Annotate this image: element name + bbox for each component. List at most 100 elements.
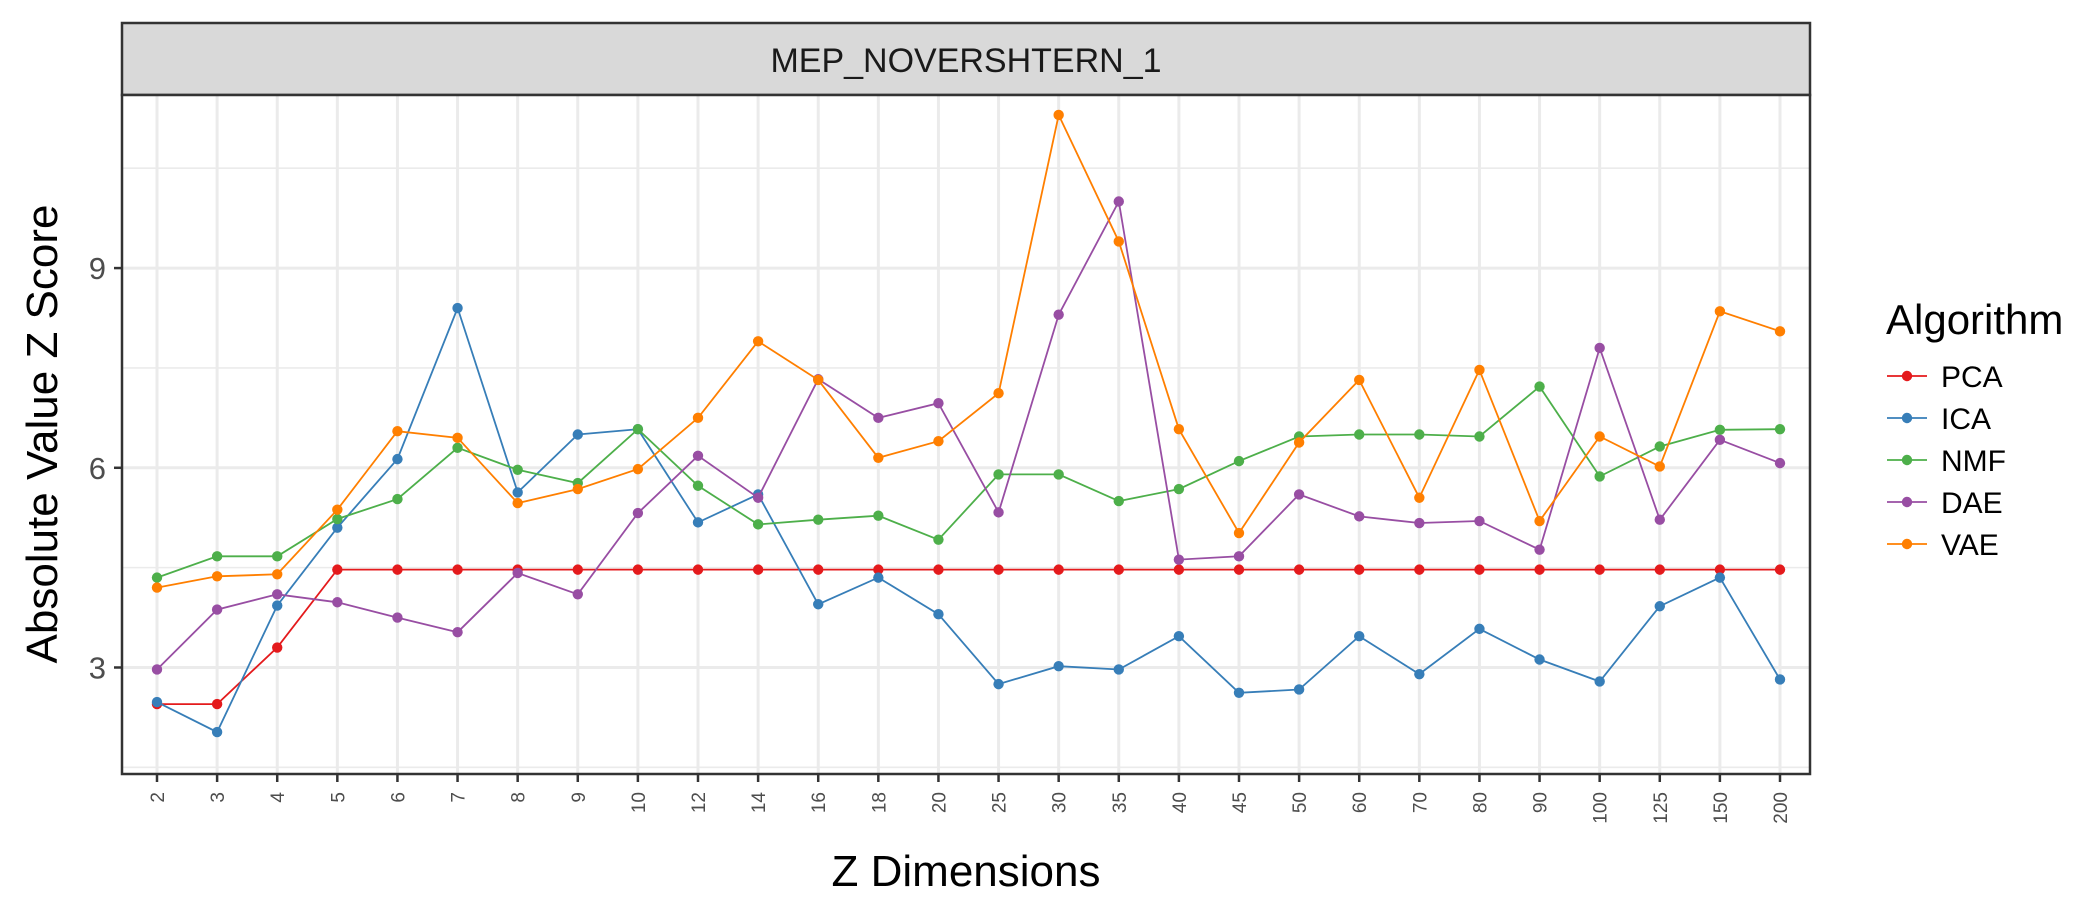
data-point-pca [1654,564,1665,575]
data-point-ica [813,599,824,610]
x-tick-label: 35 [1110,792,1131,813]
x-tick-label: 20 [929,792,950,813]
legend-marker [1901,454,1913,466]
data-point-nmf [1474,431,1485,442]
series-line-nmf [156,385,1781,579]
data-point-ica [1354,631,1365,642]
data-point-dae [1053,309,1064,320]
data-point-vae [1774,326,1786,337]
data-point-nmf [632,423,644,435]
legend-marker [1901,370,1913,382]
data-point-ica [1233,687,1245,698]
data-point-nmf [151,572,163,583]
x-tick-label: 30 [1050,792,1071,813]
data-point-vae [512,497,523,509]
legend: Algorithm PCA ICA NMF DAE VAE [1886,296,2063,562]
data-point-pca [873,564,884,575]
legend-marker [1901,412,1913,424]
data-point-nmf [211,551,223,562]
x-tick-label: 50 [1290,792,1311,813]
data-point-vae [332,504,343,515]
data-point-nmf [1534,381,1545,392]
data-point-ica [272,600,283,611]
data-point-pca [272,642,283,653]
data-point-ica [211,726,223,738]
x-tick-label: 25 [990,792,1011,813]
legend-label: DAE [1941,487,2003,520]
x-tick-label: 12 [689,792,710,813]
data-point-nmf [1714,424,1726,436]
legend-item-nmf: NMF [1887,445,2006,478]
x-tick-label: 9 [569,792,590,803]
data-point-vae [692,412,704,424]
x-tick-label: 3 [208,792,229,803]
data-point-pca [1774,564,1786,575]
x-tick-label: 7 [449,792,470,803]
data-point-dae [1173,554,1185,565]
data-point-ica [151,696,163,708]
legend-label: ICA [1941,403,1991,436]
legend-item-dae: DAE [1887,487,2003,520]
data-point-pca [1354,564,1365,575]
data-point-vae [211,571,223,582]
data-point-ica [692,517,704,528]
series-vae [151,109,1786,593]
data-point-pca [1534,564,1545,575]
data-point-vae [993,388,1004,399]
data-point-nmf [1173,483,1185,495]
x-tick-label: 5 [328,792,349,803]
data-point-dae [933,398,944,409]
series-lines [151,109,1786,738]
x-tick-label: 60 [1350,792,1371,813]
data-point-dae [272,589,283,600]
data-point-dae [1534,544,1545,555]
data-point-ica [1714,572,1726,583]
data-point-dae [1414,517,1425,529]
x-tick-label: 16 [809,792,830,813]
data-point-vae [1654,461,1665,472]
data-point-dae [1354,511,1365,522]
legend-item-pca: PCA [1887,361,2003,394]
data-point-nmf [993,469,1004,480]
data-point-vae [572,483,583,495]
x-tick-label: 6 [388,792,409,803]
x-axis-title: Z Dimensions [832,847,1101,896]
data-point-nmf [1594,471,1605,482]
data-point-pca [632,564,644,575]
plot-panel [122,95,1810,774]
series-line-pca [157,568,1780,705]
data-point-dae [572,589,583,600]
x-tick-label: 40 [1170,792,1191,813]
data-point-nmf [1414,429,1425,440]
data-point-vae [1053,109,1064,121]
legend-title: Algorithm [1886,296,2063,343]
x-tick-label: 10 [629,792,650,813]
facet-title: MEP_NOVERSHTERN_1 [770,42,1161,80]
x-tick-label: 100 [1591,792,1612,824]
data-point-ica [512,487,523,498]
data-point-vae [813,374,824,386]
x-tick-label: 70 [1410,792,1431,813]
data-point-vae [151,582,163,593]
legend-item-ica: ICA [1887,403,1991,436]
data-point-vae [1354,374,1365,386]
data-point-dae [1774,457,1786,469]
data-point-nmf [512,464,523,475]
x-tick-label: 8 [509,792,530,803]
data-point-nmf [332,513,343,525]
data-point-ica [1053,660,1064,672]
x-tick-label: 45 [1230,792,1251,813]
legend-marker [1901,496,1913,508]
data-point-ica [1654,601,1665,612]
data-point-pca [1293,564,1305,575]
data-point-ica [452,302,463,314]
series-line-ica [156,305,1781,734]
data-point-nmf [1654,441,1665,452]
data-point-vae [392,425,403,437]
data-point-vae [1293,437,1305,448]
data-point-ica [572,429,583,440]
legend-label: VAE [1941,529,1999,562]
data-point-ica [392,453,403,465]
data-point-pca [1474,564,1485,575]
y-axis: 3 6 9 [89,251,122,685]
